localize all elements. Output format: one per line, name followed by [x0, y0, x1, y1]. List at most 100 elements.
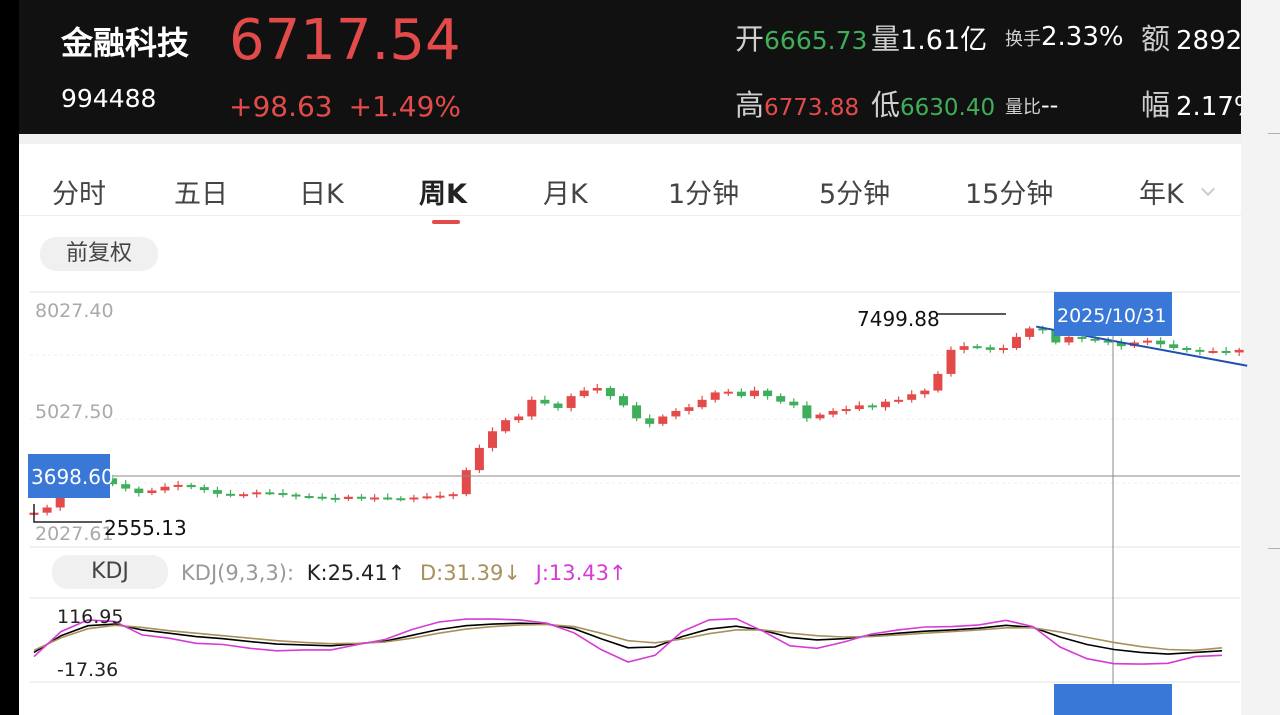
kdj-k-value: K:25.41↑ [306, 561, 406, 585]
ratio-value: -- [1041, 91, 1059, 119]
tab-1-minute[interactable]: 1分钟 [668, 179, 740, 210]
y-tick-label: 5027.50 [35, 401, 114, 423]
low-value: 6630.40 [900, 95, 996, 121]
tab-15-minute[interactable]: 15分钟 [965, 179, 1054, 210]
candle-body [933, 373, 943, 391]
candle-body [42, 507, 52, 513]
stat-low: 低6630.40 [871, 82, 995, 124]
candle-body [55, 495, 65, 508]
amount-value: 2892 [1176, 26, 1241, 56]
amount-label: 额 [1141, 22, 1171, 56]
price-change: +98.63 +1.49% [229, 90, 461, 123]
active-tab-indicator [432, 220, 460, 224]
left-edge-strip [0, 0, 19, 715]
candle-body [841, 409, 851, 412]
period-tabs: 分时 五日 日K 周K 月K 1分钟 5分钟 15分钟 年K [19, 134, 1241, 224]
candle-body [160, 486, 170, 491]
right-edge-strip [1241, 0, 1280, 715]
candle-body [959, 346, 969, 350]
tab-five-day[interactable]: 五日 [174, 179, 228, 210]
kdj-params: KDJ(9,3,3): [181, 561, 295, 585]
stat-turnover: 换手2.33% [1005, 18, 1124, 52]
tab-daily-k[interactable]: 日K [299, 179, 344, 210]
candle-body [802, 405, 812, 419]
candle-body [527, 399, 537, 417]
candle-body [304, 496, 314, 499]
tab-yearly-k[interactable]: 年K [1139, 179, 1184, 210]
candle-body [435, 495, 445, 498]
candle-body [1182, 348, 1192, 351]
candle-body [763, 390, 773, 397]
crosshair-date-box-bottom [1054, 684, 1172, 715]
crosshair-price-label: 3698.60 [31, 465, 114, 489]
candle-body [265, 492, 275, 495]
crosshair-price-box [28, 454, 110, 498]
candle-body [186, 484, 196, 488]
candle-body [697, 399, 707, 408]
candle-body [108, 478, 118, 485]
candle-body [1169, 344, 1179, 349]
candle-body [881, 401, 890, 408]
kdj-button[interactable]: KDJ [52, 555, 168, 589]
kdj-tick-label: -17.36 [57, 659, 118, 681]
candle-body [383, 497, 393, 500]
candle-body [632, 405, 642, 419]
candle-body [252, 492, 262, 495]
candle-body [553, 403, 563, 408]
candle-body [1025, 328, 1035, 337]
tab-monthly-k[interactable]: 月K [543, 179, 588, 210]
quote-header: 金融科技 994488 6717.54 +98.63 +1.49% 开6665.7… [19, 0, 1241, 134]
tab-5-minute[interactable]: 5分钟 [819, 179, 891, 210]
candle-body [343, 496, 353, 499]
candle-body [173, 484, 183, 487]
candle-body [1012, 336, 1021, 349]
candles-group [29, 325, 1244, 517]
candle-body [291, 494, 301, 497]
high-value: 6773.88 [764, 95, 860, 121]
candle-body [894, 399, 904, 402]
candle-body [946, 349, 956, 374]
amplitude-value: 2.17% [1176, 92, 1241, 122]
stat-amount: 额 2892 [1141, 16, 1241, 58]
adjust-button[interactable]: 前复权 [40, 237, 158, 271]
min-marker-line [33, 504, 102, 523]
kdj-k-line [33, 622, 1223, 655]
turnover-value: 2.33% [1041, 22, 1124, 52]
tab-weekly-k[interactable]: 周K [419, 179, 467, 210]
strip-tick [1268, 133, 1280, 134]
candle-body [605, 387, 615, 397]
candle-body [1234, 349, 1244, 353]
candle-body [972, 346, 982, 349]
candle-body [330, 497, 340, 500]
stat-ratio: 量比-- [1005, 86, 1058, 120]
candle-body [671, 410, 681, 417]
candle-body [1156, 340, 1166, 345]
change-value: +98.63 [229, 90, 333, 123]
high-label: 高 [735, 88, 765, 122]
candle-body [1208, 350, 1218, 353]
open-value: 6665.73 [764, 26, 868, 55]
candle-body [199, 487, 209, 491]
crosshair-date-box [1054, 292, 1172, 336]
candle-body [239, 494, 249, 497]
change-percent: +1.49% [348, 90, 462, 123]
candle-body [723, 391, 733, 394]
candle-body [828, 410, 838, 415]
candle-body [1090, 338, 1100, 341]
candle-body [396, 498, 406, 501]
candle-body [488, 431, 497, 448]
candle-body [514, 416, 524, 421]
stat-amplitude: 幅2.17% [1141, 82, 1241, 124]
candle-body [1038, 328, 1048, 331]
candle-body [317, 496, 327, 499]
candle-body [121, 484, 131, 489]
candle-body [579, 390, 589, 397]
kdj-legend: KDJ(9,3,3): K:25.41↑ D:31.39↓ J:13.43↑ [181, 561, 627, 585]
strip-tick [1268, 548, 1280, 549]
candle-body [474, 447, 484, 471]
kdj-j-value: J:13.43↑ [535, 561, 627, 585]
tab-intraday[interactable]: 分时 [52, 179, 106, 210]
amplitude-label: 幅 [1141, 88, 1171, 122]
kdj-tick-label: 116.95 [57, 606, 123, 628]
